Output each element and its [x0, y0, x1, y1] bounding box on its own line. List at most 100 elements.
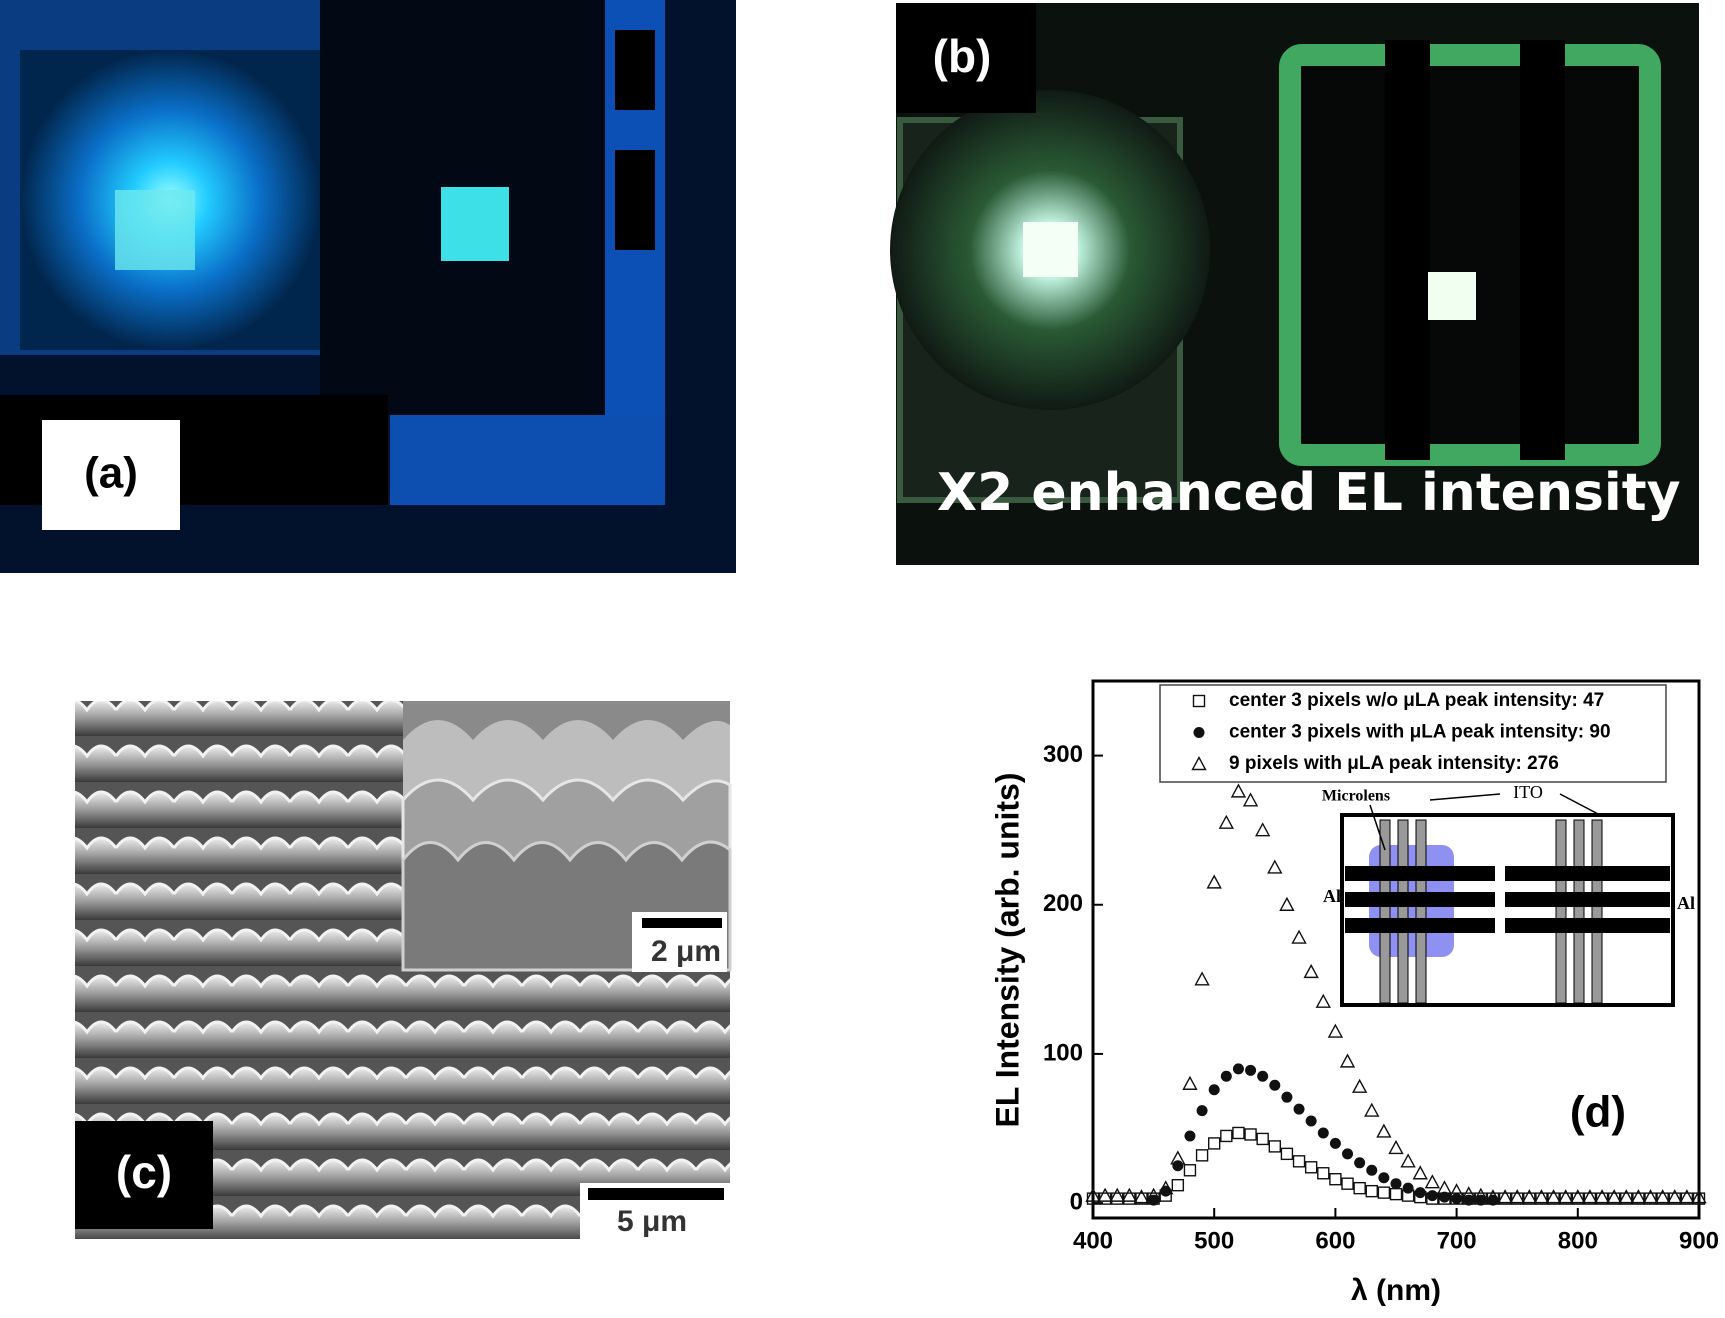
marker — [1257, 1070, 1269, 1082]
marker — [1485, 1189, 1501, 1204]
marker — [1133, 1189, 1150, 1204]
marker — [1172, 1160, 1184, 1172]
marker — [1498, 1192, 1512, 1205]
x-tick-label: 900 — [1679, 1227, 1719, 1254]
marker — [1510, 1192, 1524, 1205]
marker — [1158, 1180, 1174, 1195]
marker — [1388, 1139, 1404, 1155]
panel-label: (d) — [1570, 1088, 1626, 1137]
marker — [1583, 1192, 1597, 1205]
marker — [1255, 822, 1271, 837]
marker — [1618, 1189, 1634, 1204]
marker — [1279, 896, 1295, 911]
marker — [1656, 1192, 1669, 1205]
marker — [1194, 971, 1210, 986]
marker — [1293, 1103, 1305, 1115]
marker — [1438, 1191, 1450, 1203]
x-tick-label: 700 — [1437, 1227, 1477, 1254]
legend-label: 9 pixels with μLA peak intensity: 276 — [1229, 753, 1559, 774]
marker — [1292, 1155, 1306, 1168]
y-tick-label: 300 — [1043, 741, 1083, 768]
marker — [1533, 1189, 1550, 1204]
marker — [1085, 1187, 1101, 1202]
marker — [1220, 1129, 1233, 1143]
marker — [1135, 1192, 1148, 1205]
marker — [1281, 1091, 1293, 1103]
marker — [1376, 1123, 1392, 1138]
marker — [1353, 1181, 1366, 1195]
x-axis-label: λ (nm) — [1351, 1274, 1441, 1307]
legend-marker — [1192, 694, 1206, 708]
marker — [1245, 1064, 1257, 1076]
marker — [1315, 993, 1331, 1008]
marker — [1523, 1192, 1536, 1205]
marker — [1667, 1189, 1683, 1204]
marker — [1269, 1079, 1281, 1091]
panel-label: (a) — [84, 449, 138, 498]
marker — [1390, 1178, 1402, 1190]
marker — [1451, 1193, 1463, 1205]
marker — [1461, 1186, 1477, 1201]
marker — [1426, 1190, 1438, 1202]
marker — [1414, 1187, 1426, 1199]
marker — [1148, 1194, 1160, 1206]
marker — [1244, 1128, 1257, 1141]
marker — [1097, 1187, 1113, 1202]
marker — [1242, 792, 1259, 807]
marker — [1364, 1102, 1380, 1117]
marker — [1558, 1189, 1574, 1204]
marker — [1644, 1192, 1657, 1205]
marker — [1184, 1130, 1196, 1142]
panel-c: 2 μm 5 μm (c) — [75, 701, 732, 1239]
inset-label: ITO — [1513, 782, 1543, 802]
marker — [1327, 1023, 1344, 1038]
marker — [1475, 1194, 1487, 1206]
marker — [1341, 1177, 1354, 1190]
marker — [1691, 1189, 1707, 1204]
marker — [1182, 1075, 1198, 1090]
marker — [1303, 963, 1319, 979]
marker — [1256, 1132, 1269, 1146]
marker — [1230, 783, 1247, 798]
x-tick-label: 800 — [1558, 1227, 1598, 1254]
marker — [1196, 1105, 1208, 1117]
marker — [1351, 1078, 1368, 1093]
marker — [1366, 1164, 1378, 1176]
marker — [1170, 1150, 1186, 1165]
marker — [1365, 1184, 1378, 1198]
marker — [1280, 1147, 1294, 1161]
marker — [1521, 1189, 1537, 1204]
panel-a: (a) — [0, 0, 736, 573]
marker — [1267, 859, 1283, 874]
x-tick-label: 400 — [1073, 1227, 1113, 1254]
legend-marker — [1191, 756, 1207, 771]
marker — [1642, 1189, 1659, 1204]
x-tick-label: 600 — [1315, 1227, 1355, 1254]
marker — [1232, 1126, 1245, 1140]
marker — [1378, 1172, 1390, 1184]
marker — [1317, 1167, 1330, 1180]
marker — [1304, 1161, 1318, 1174]
panel-d: (d) EL Intensity (arb. units) λ (nm) Mic… — [989, 679, 1701, 1307]
marker — [1570, 1189, 1586, 1204]
scale-label: 5 μm — [617, 1205, 687, 1238]
inset-label: Microlens — [1322, 788, 1390, 805]
marker — [1195, 1149, 1209, 1162]
marker — [1354, 1157, 1366, 1169]
y-axis-label: EL Intensity (arb. units) — [989, 773, 1025, 1128]
marker — [1183, 1164, 1197, 1177]
marker — [1632, 1192, 1645, 1205]
marker — [1594, 1189, 1610, 1204]
inset-label: Al — [1323, 886, 1341, 906]
panel-b: (b) X2 enhanced EL intensity — [890, 3, 1699, 565]
marker — [1109, 1187, 1125, 1202]
caption: X2 enhanced EL intensity — [937, 463, 1681, 523]
marker — [1595, 1192, 1609, 1205]
marker — [1121, 1187, 1138, 1202]
marker — [1268, 1140, 1282, 1153]
legend — [1159, 684, 1667, 783]
marker — [1402, 1182, 1414, 1194]
y-tick-label: 200 — [1043, 890, 1083, 917]
marker — [1473, 1187, 1489, 1202]
